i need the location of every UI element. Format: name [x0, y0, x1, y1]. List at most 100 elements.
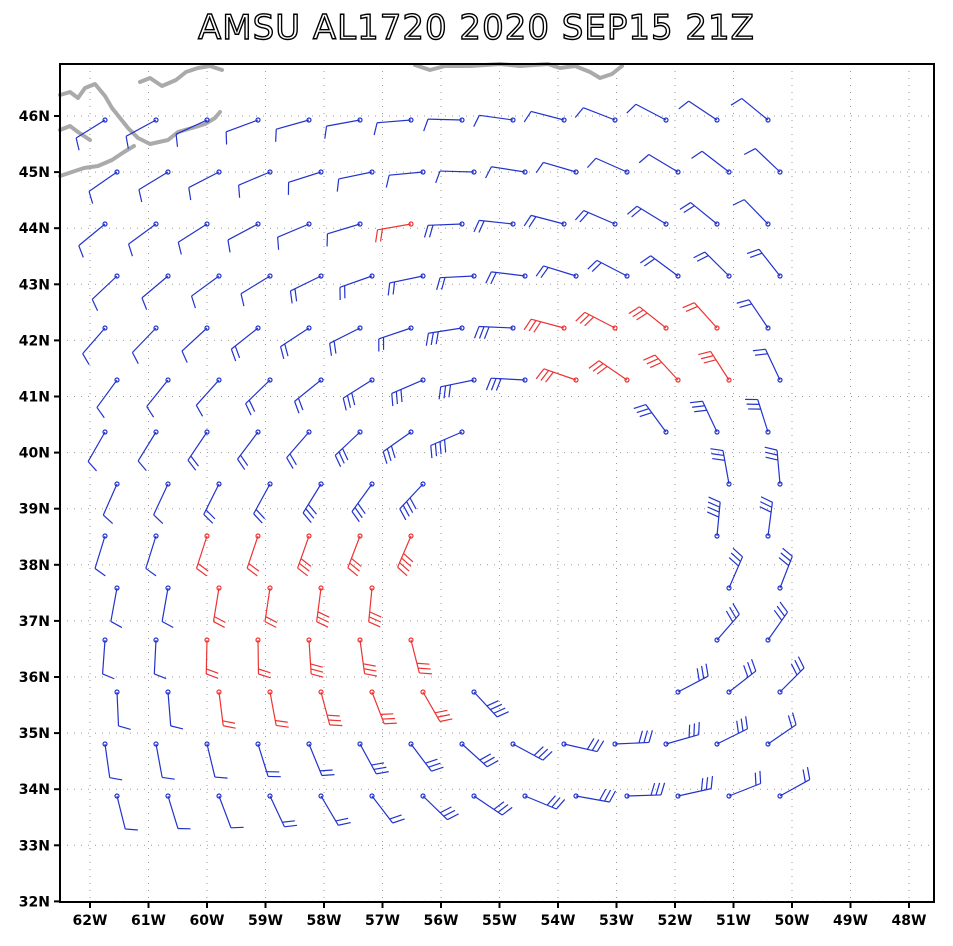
wind-barb: [523, 110, 567, 123]
wind-barb: [587, 259, 630, 279]
y-tick-label: 34N: [19, 782, 50, 798]
wind-barb: [663, 722, 700, 747]
y-tick-label: 32N: [19, 894, 50, 910]
wind-barb: [730, 97, 771, 123]
wind-barb: [679, 202, 720, 227]
wind-barb: [175, 117, 210, 147]
wind-barb: [195, 533, 210, 577]
x-tick-label: 52W: [658, 913, 693, 929]
wind-barb: [485, 166, 528, 179]
wind-barb: [682, 302, 720, 331]
wind-barb: [736, 299, 771, 331]
wind-barb: [102, 741, 123, 781]
wind-barb: [204, 637, 219, 679]
wind-barb: [125, 117, 159, 149]
axis-ticks: 62W 61W 60W 59W 58W 57W 56W 55W 54W 53W 52W 51W 50W 4…: [19, 109, 927, 929]
wind-barb: [430, 429, 465, 459]
coastline-cape-breton: [138, 64, 224, 88]
wind-barb: [473, 219, 516, 233]
wind-barb: [146, 377, 171, 418]
wind-barb: [408, 741, 444, 772]
wind-barb: [264, 585, 278, 628]
wind-barb: [267, 689, 289, 728]
wind-barb: [485, 271, 528, 285]
wind-barb: [75, 117, 108, 151]
y-tick-label: 36N: [19, 670, 50, 686]
wind-barb: [752, 348, 783, 383]
wind-barb: [746, 248, 783, 279]
wind-barb: [423, 221, 465, 238]
wind-barb: [375, 221, 414, 243]
y-tick-label: 35N: [19, 726, 50, 742]
wind-barb: [726, 658, 757, 695]
wind-barb: [435, 169, 477, 184]
wind-barb: [378, 325, 414, 352]
coastline-nova-scotia: [58, 82, 222, 146]
wind-barb: [195, 377, 222, 417]
wind-barb: [382, 429, 414, 464]
x-tick-label: 54W: [541, 913, 576, 929]
wind-barb: [114, 793, 138, 831]
wind-barb: [342, 377, 375, 411]
x-tick-label: 49W: [833, 913, 868, 929]
wind-barb: [318, 689, 343, 727]
x-tick-label: 51W: [716, 913, 751, 929]
coastline-west: [58, 124, 92, 142]
coastline-newfoundland: [413, 62, 624, 80]
wind-barb: [245, 377, 273, 416]
wind-barb: [324, 117, 363, 139]
wind-barb: [326, 221, 363, 247]
wind-barb: [369, 793, 405, 824]
wind-barb: [408, 637, 432, 675]
wind-barb: [369, 689, 397, 725]
x-tick-label: 56W: [424, 913, 459, 929]
wind-barb: [275, 117, 312, 142]
y-tick-label: 42N: [19, 333, 50, 349]
wind-barb: [643, 354, 681, 383]
wind-barb: [289, 273, 324, 304]
wind-barb: [253, 481, 273, 524]
wind-barb: [373, 117, 414, 136]
wind-barb: [94, 533, 108, 577]
wind-barb: [385, 169, 426, 188]
x-tick-label: 60W: [190, 913, 225, 929]
y-tick-label: 39N: [19, 502, 50, 518]
x-tick-label: 53W: [599, 913, 634, 929]
wind-barb: [227, 221, 261, 253]
wind-barb: [297, 533, 312, 577]
wind-barb: [471, 793, 513, 816]
wind-barb: [523, 214, 567, 228]
wind-barb: [302, 481, 324, 524]
wind-barb: [255, 637, 271, 679]
y-tick-label: 46N: [19, 109, 50, 125]
wind-barb: [177, 221, 210, 255]
wind-barb: [436, 273, 477, 291]
wind-barb: [216, 689, 236, 729]
wind-barb: [255, 741, 281, 778]
wind-barb: [153, 741, 175, 780]
wind-barb: [181, 325, 210, 363]
y-tick-label: 37N: [19, 614, 50, 630]
wind-barb: [357, 741, 389, 775]
x-tick-label: 48W: [892, 913, 927, 929]
wind-barb: [575, 311, 618, 331]
wind-barb: [689, 400, 720, 435]
y-tick-label: 38N: [19, 558, 50, 574]
y-tick-label: 44N: [19, 221, 50, 237]
wind-barb: [82, 325, 108, 365]
wind-barb: [165, 793, 191, 830]
wind-barb: [87, 429, 108, 472]
wind-barb: [114, 689, 131, 731]
wind-barb: [141, 273, 171, 310]
wind-barb: [187, 429, 210, 471]
wind-barb: [726, 547, 744, 591]
wind-barb: [510, 741, 553, 761]
wind-barb: [347, 533, 363, 577]
wind-barb: [633, 404, 669, 435]
wind-barb: [420, 689, 453, 723]
wind-barb: [710, 448, 732, 487]
wind-barb: [294, 377, 324, 414]
wind-barb: [698, 350, 732, 383]
wind-barb: [706, 496, 721, 539]
